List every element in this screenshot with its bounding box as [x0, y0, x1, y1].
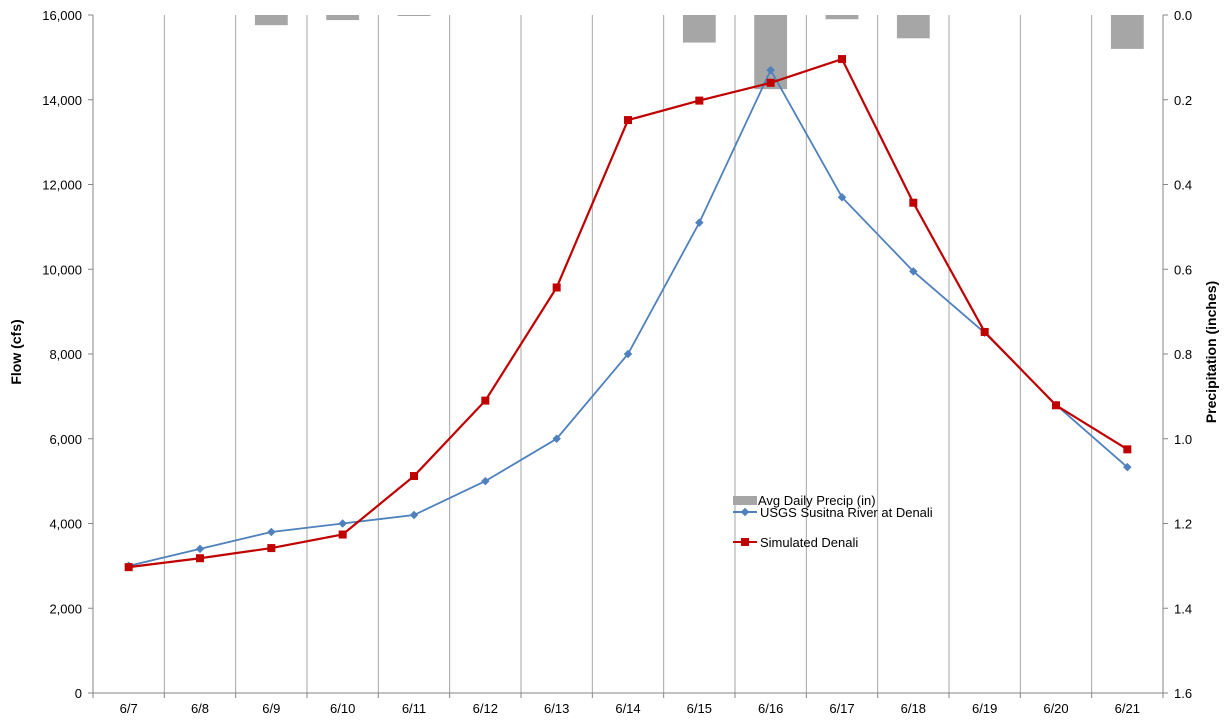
y-tick-label: 4,000 — [49, 517, 82, 532]
y2-tick-label: 1.0 — [1174, 432, 1192, 447]
usgs-point — [338, 519, 346, 527]
y2-tick-label: 0.2 — [1174, 93, 1192, 108]
simulated-point — [1052, 401, 1060, 409]
x-tick-label: 6/14 — [615, 701, 640, 716]
simulated-point — [196, 554, 204, 562]
y2-tick-label: 0.4 — [1174, 178, 1192, 193]
legend-swatch-precip — [733, 496, 757, 505]
x-tick-label: 6/7 — [120, 701, 138, 716]
x-tick-label: 6/20 — [1043, 701, 1068, 716]
x-tick-label: 6/21 — [1115, 701, 1140, 716]
x-tick-label: 6/17 — [829, 701, 854, 716]
x-tick-label: 6/9 — [262, 701, 280, 716]
simulated-point — [410, 472, 418, 480]
y-tick-label: 14,000 — [42, 93, 82, 108]
precip-bar — [826, 15, 859, 19]
y-tick-label: 16,000 — [42, 8, 82, 23]
usgs-point — [267, 528, 275, 536]
usgs-point — [196, 545, 204, 553]
simulated-point — [339, 531, 347, 539]
precip-bar — [897, 15, 930, 38]
precip-bars — [255, 15, 1144, 89]
legend-swatch-usgs-marker — [741, 508, 749, 516]
y-axis-title: Flow (cfs) — [8, 319, 24, 384]
simulated-point — [909, 199, 917, 207]
legend-label-usgs: USGS Susitna River at Denali — [760, 505, 933, 520]
y-tick-label: 10,000 — [42, 262, 82, 277]
simulated-line — [129, 59, 1128, 567]
legend: Avg Daily Precip (in) USGS Susitna River… — [733, 493, 933, 550]
simulated-point — [267, 544, 275, 552]
precip-bar — [683, 15, 716, 43]
simulated-point — [125, 563, 133, 571]
x-tick-label: 6/10 — [330, 701, 355, 716]
x-tick-label: 6/13 — [544, 701, 569, 716]
simulated-point — [553, 283, 561, 291]
usgs-point — [695, 218, 703, 226]
simulated-point — [1123, 445, 1131, 453]
x-tick-label: 6/15 — [687, 701, 712, 716]
y-tick-label: 8,000 — [49, 347, 82, 362]
x-tick-label: 6/8 — [191, 701, 209, 716]
simulated-point — [481, 397, 489, 405]
simulated-point — [695, 97, 703, 105]
x-tick-label: 6/18 — [901, 701, 926, 716]
y-tick-label: 12,000 — [42, 178, 82, 193]
simulated-point — [981, 328, 989, 336]
y2-tick-label: 1.2 — [1174, 517, 1192, 532]
y2-tick-label: 1.4 — [1174, 601, 1192, 616]
y-tick-label: 0 — [75, 686, 82, 701]
y-tick-label: 6,000 — [49, 432, 82, 447]
x-tick-label: 6/12 — [473, 701, 498, 716]
precip-bar — [1111, 15, 1144, 49]
precip-bar — [326, 15, 359, 20]
flow-lines — [124, 55, 1131, 571]
legend-label-sim: Simulated Denali — [760, 535, 858, 550]
y2-tick-label: 0.0 — [1174, 8, 1192, 23]
simulated-point — [838, 55, 846, 63]
x-tick-label: 6/19 — [972, 701, 997, 716]
y2-axis-title: Precipitation (inches) — [1203, 281, 1219, 423]
usgs-point — [410, 511, 418, 519]
y2-tick-label: 0.6 — [1174, 262, 1192, 277]
y-tick-label: 2,000 — [49, 601, 82, 616]
precip-bar — [398, 15, 431, 16]
axes: 0 2,000 4,000 6,000 8,000 10,000 12,000 14,000 1… — [42, 8, 1192, 716]
simulated-point — [624, 116, 632, 124]
x-tick-label: 6/16 — [758, 701, 783, 716]
simulated-point — [767, 79, 775, 87]
usgs-point — [481, 477, 489, 485]
precip-bar — [255, 15, 288, 25]
y2-tick-label: 0.8 — [1174, 347, 1192, 362]
x-tick-label: 6/11 — [402, 701, 426, 716]
y2-tick-label: 1.6 — [1174, 686, 1192, 701]
legend-swatch-sim-marker — [741, 538, 749, 546]
